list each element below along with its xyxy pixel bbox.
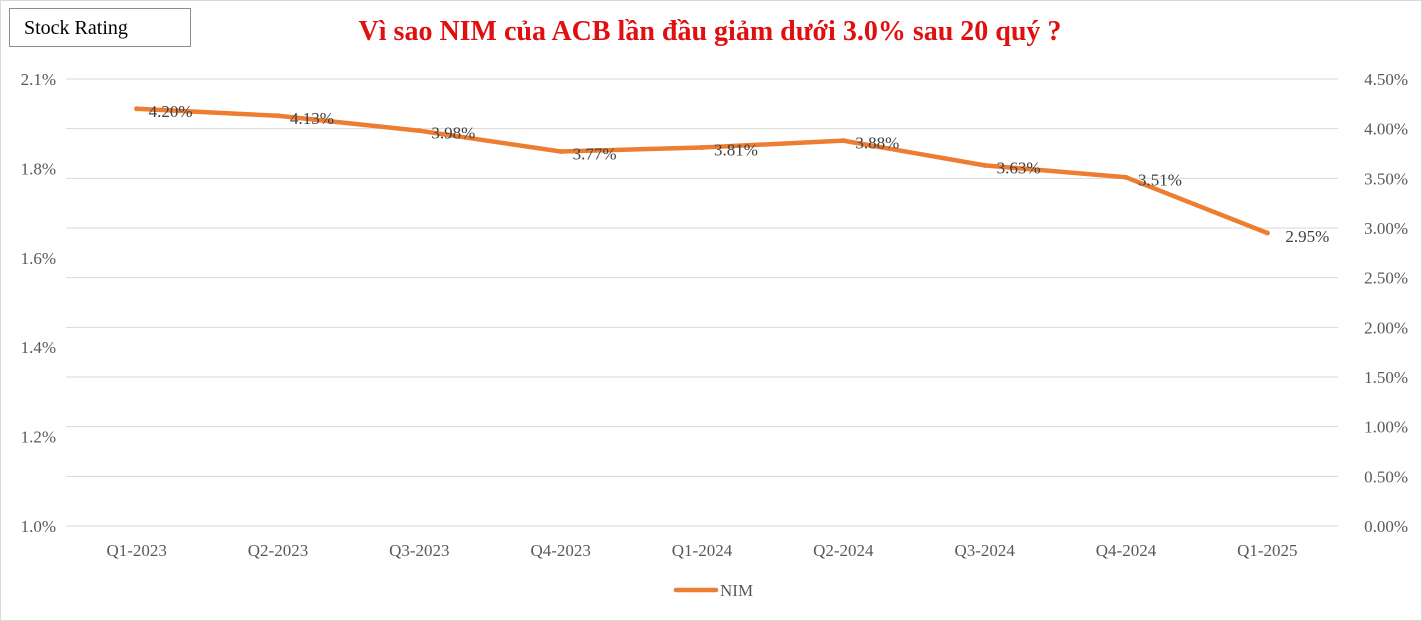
- data-point: [1264, 230, 1270, 236]
- data-label: 4.20%: [149, 102, 193, 121]
- y-left-tick-label: 1.4%: [21, 338, 56, 357]
- x-tick-label: Q4-2024: [1096, 541, 1157, 560]
- data-point: [134, 106, 140, 112]
- data-point: [982, 162, 988, 168]
- data-label: 3.98%: [431, 124, 475, 143]
- y-right-tick-label: 0.00%: [1364, 517, 1408, 536]
- data-label: 3.81%: [714, 141, 758, 160]
- x-tick-label: Q3-2023: [389, 541, 449, 560]
- data-point: [1123, 174, 1129, 180]
- data-label: 3.88%: [855, 134, 899, 153]
- x-tick-label: Q3-2024: [954, 541, 1015, 560]
- data-label: 4.13%: [290, 109, 334, 128]
- x-tick-label: Q4-2023: [530, 541, 590, 560]
- data-point: [699, 145, 705, 151]
- y-right-tick-label: 2.50%: [1364, 269, 1408, 288]
- x-tick-label: Q1-2023: [106, 541, 166, 560]
- y-right-tick-label: 1.00%: [1364, 418, 1408, 437]
- y-left-tick-label: 1.8%: [21, 159, 56, 178]
- y-right-tick-label: 4.50%: [1364, 70, 1408, 89]
- chart-title: Vì sao NIM của ACB lần đầu giảm dưới 3.0…: [358, 16, 1062, 47]
- x-tick-label: Q2-2023: [248, 541, 308, 560]
- data-label: 3.63%: [997, 158, 1041, 177]
- y-right-tick-label: 3.50%: [1364, 169, 1408, 188]
- data-label: 2.95%: [1285, 227, 1329, 246]
- legend-label-nim: NIM: [720, 581, 753, 600]
- data-point: [840, 138, 846, 144]
- y-left-tick-label: 1.2%: [21, 428, 56, 447]
- data-label: 3.77%: [573, 145, 617, 164]
- y-left-tick-label: 2.1%: [21, 70, 56, 89]
- y-right-tick-label: 3.00%: [1364, 219, 1408, 238]
- y-right-tick-label: 1.50%: [1364, 368, 1408, 387]
- data-point: [558, 149, 564, 155]
- stock-rating-badge: Stock Rating: [9, 8, 191, 47]
- legend: NIM: [673, 581, 753, 600]
- x-tick-label: Q1-2025: [1237, 541, 1297, 560]
- y-right-tick-label: 4.00%: [1364, 120, 1408, 139]
- data-label: 3.51%: [1138, 170, 1182, 189]
- y-right-tick-label: 0.50%: [1364, 467, 1408, 486]
- y-left-tick-label: 1.0%: [21, 517, 56, 536]
- y-right-tick-label: 2.00%: [1364, 318, 1408, 337]
- data-point: [275, 113, 281, 119]
- x-tick-label: Q1-2024: [672, 541, 733, 560]
- y-left-tick-label: 1.6%: [21, 249, 56, 268]
- x-tick-label: Q2-2024: [813, 541, 874, 560]
- data-point: [416, 128, 422, 134]
